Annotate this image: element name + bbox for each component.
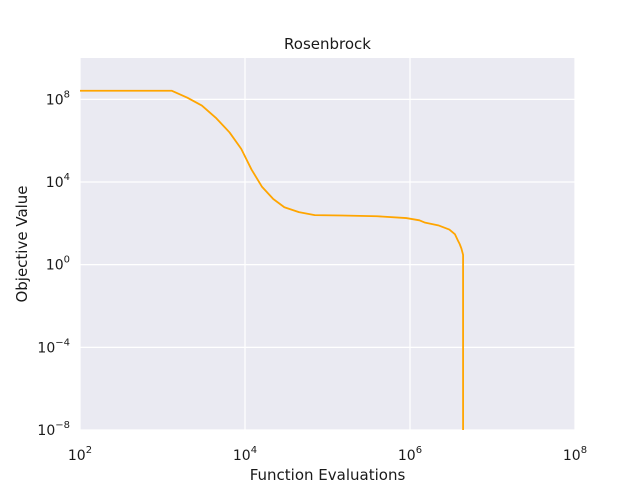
y-tick-labels: 108 104 100 10−4 10−8 (37, 89, 70, 439)
x-tick-label: 106 (398, 445, 422, 464)
chart-title: Rosenbrock (284, 35, 371, 53)
series-line (80, 89, 464, 430)
x-tick-label: 102 (68, 445, 92, 464)
y-tick-label: 10−8 (37, 420, 70, 439)
y-tick-label: 100 (46, 255, 70, 274)
grid-lines (79, 58, 576, 431)
y-tick-label: 10−4 (37, 337, 70, 356)
y-axis-title: Objective Value (13, 185, 31, 302)
x-tick-label: 108 (563, 445, 587, 464)
x-tick-label: 104 (233, 445, 257, 464)
y-tick-label: 104 (46, 172, 70, 191)
y-tick-label: 108 (46, 89, 70, 108)
x-axis-title: Function Evaluations (250, 466, 406, 480)
plot-background (80, 58, 575, 430)
series-layer (80, 89, 464, 430)
x-tick-labels: 102 104 106 108 (68, 445, 587, 464)
